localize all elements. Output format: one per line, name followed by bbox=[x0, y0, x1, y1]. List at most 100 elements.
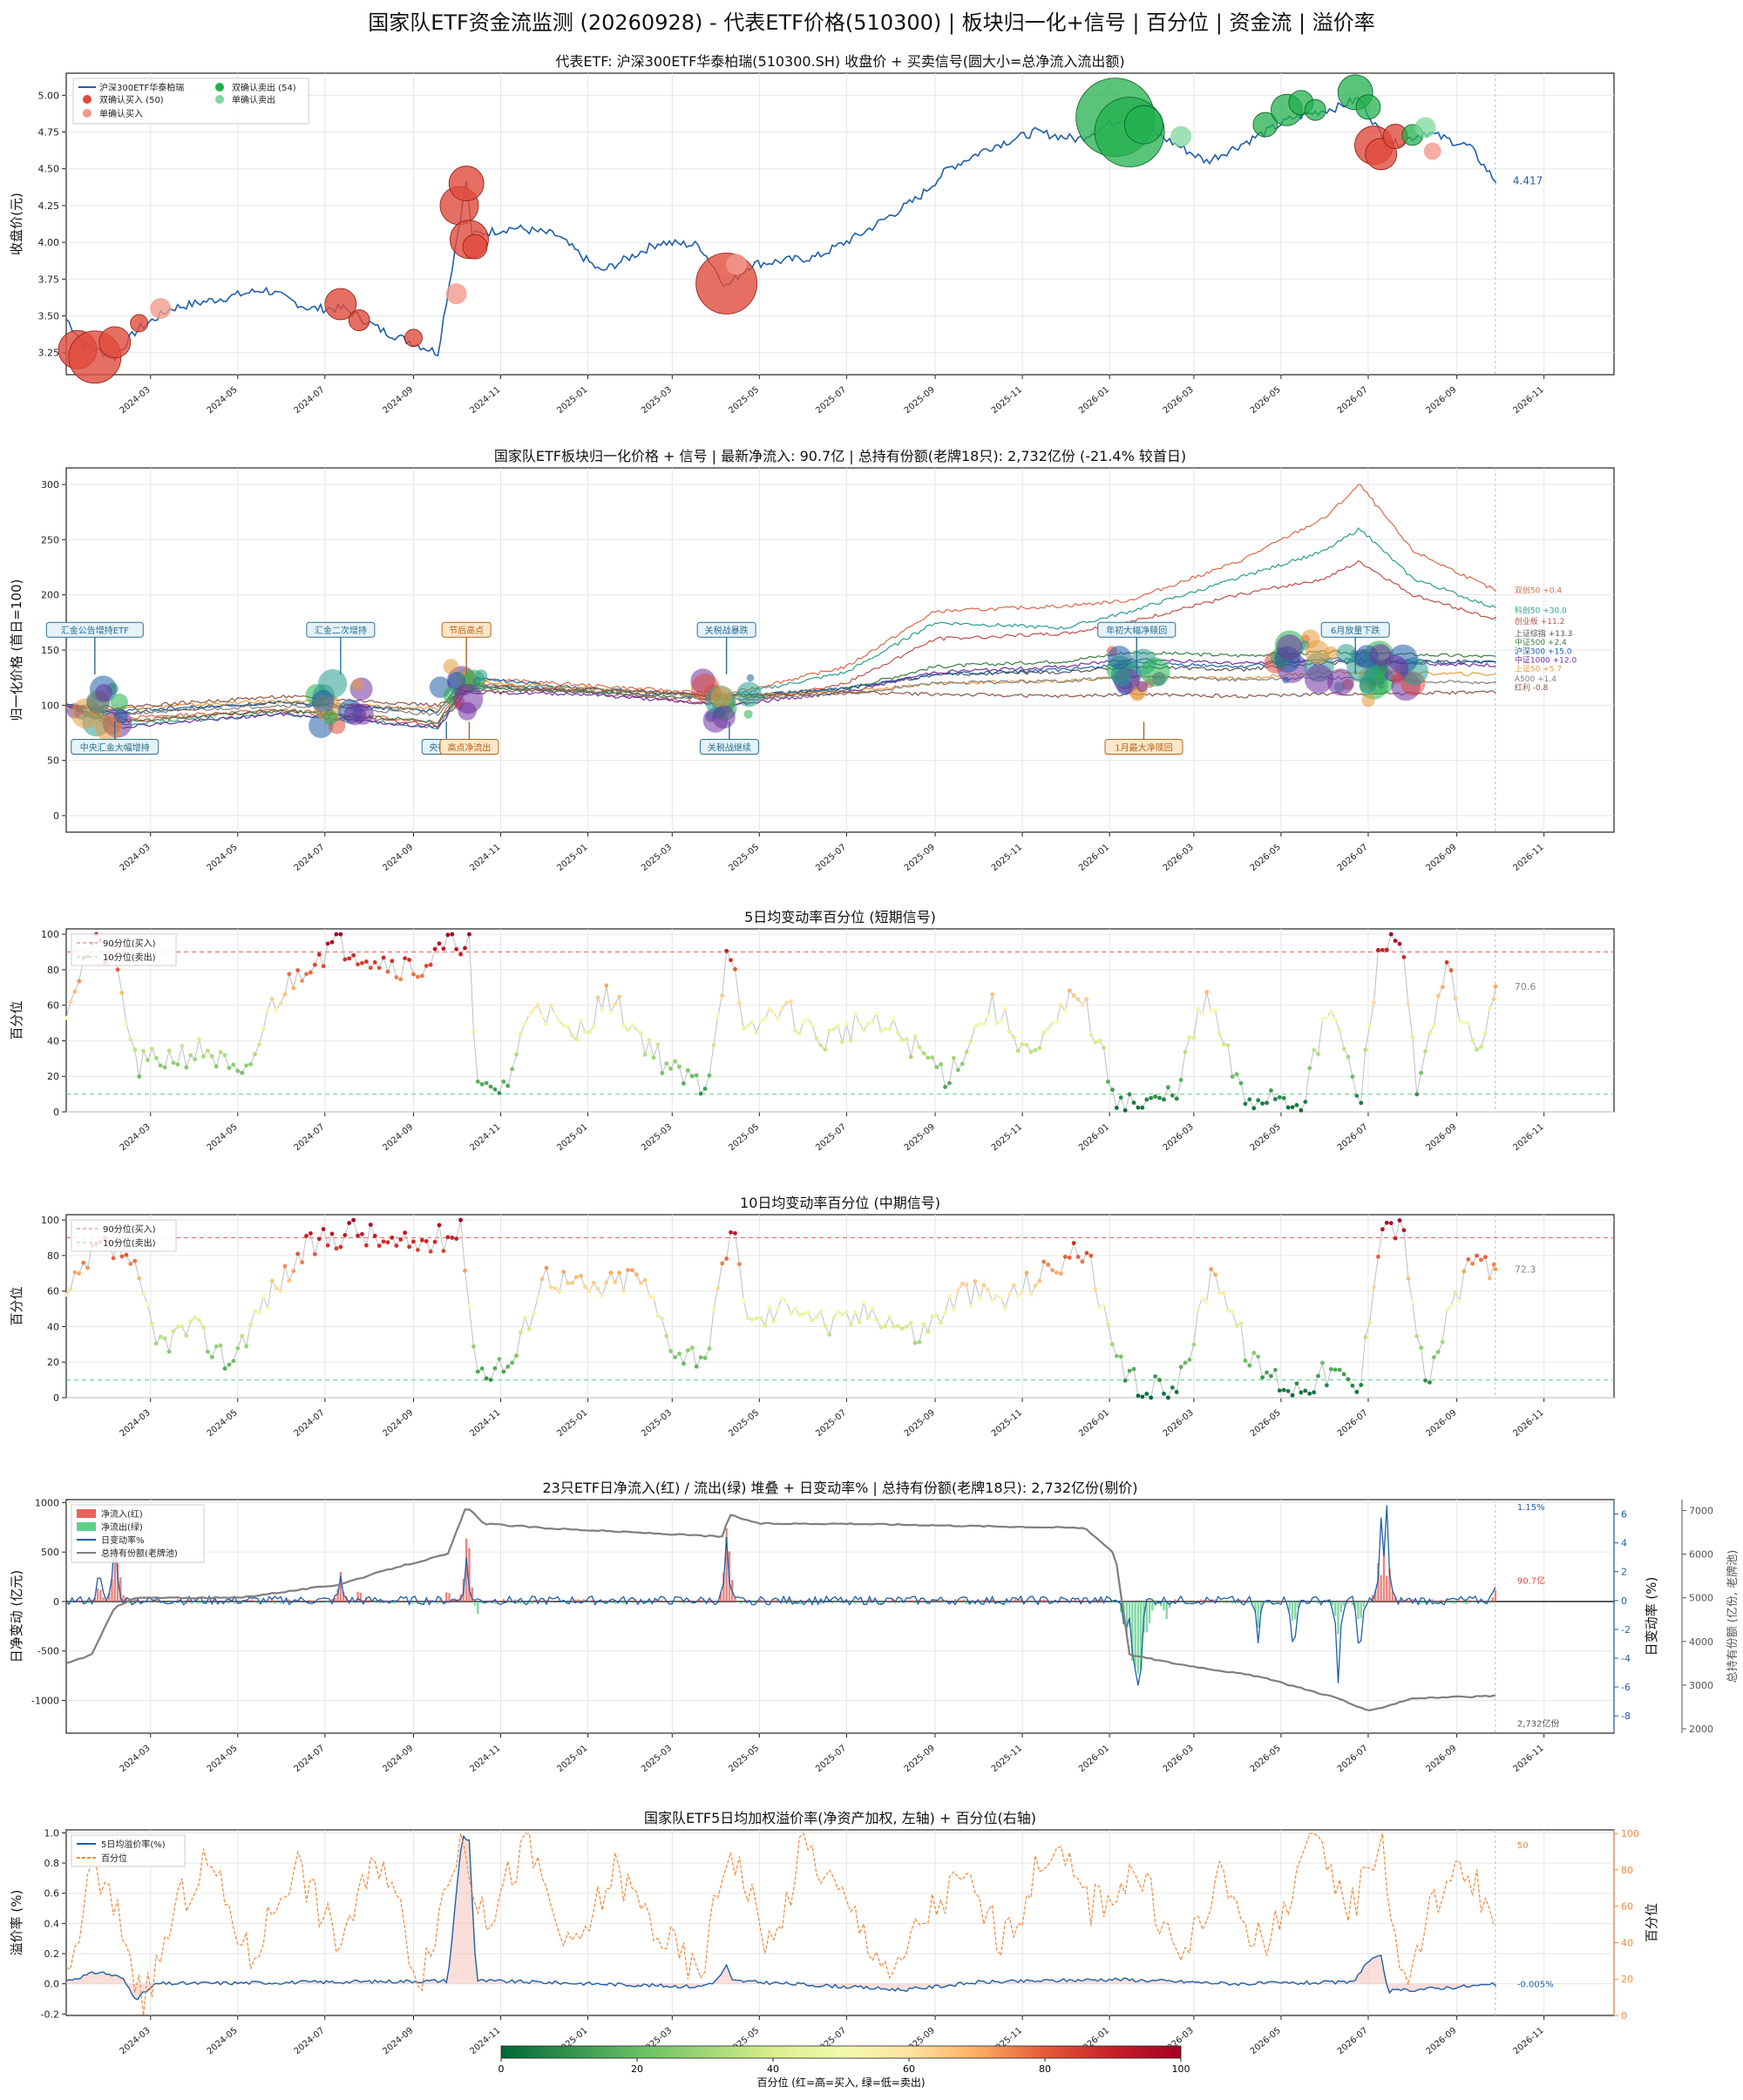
x-tick-label: 2024-11 bbox=[468, 1408, 502, 1439]
percentile-point bbox=[197, 1037, 201, 1041]
pct5-chart-plot-area bbox=[65, 928, 1615, 1113]
percentile-point bbox=[180, 1324, 185, 1329]
percentile-point bbox=[158, 1063, 163, 1068]
percentile-point bbox=[463, 945, 467, 951]
percentile-point bbox=[852, 1310, 858, 1315]
x-tick-label: 2026-07 bbox=[1336, 843, 1370, 873]
percentile-point bbox=[128, 1262, 133, 1266]
legend-entry: 90分位(买入) bbox=[103, 938, 156, 949]
x-tick-label: 2025-11 bbox=[990, 1122, 1024, 1153]
percentile-point bbox=[784, 1299, 789, 1304]
percentile-point bbox=[1487, 1276, 1492, 1281]
pct10-chart: 2024-03 2024-05 2024-07 2024-09 2024-11 2025-… bbox=[9, 1195, 1615, 1439]
percentile-point bbox=[1136, 1393, 1141, 1399]
premium-chart: 2024-03 2024-05 2024-07 2024-09 2024-11 2025-… bbox=[9, 1810, 1659, 2056]
percentile-point bbox=[363, 959, 369, 964]
x-tick-label: 2026-01 bbox=[1077, 1122, 1111, 1153]
sell-signal-double bbox=[1124, 105, 1163, 145]
percentile-point bbox=[930, 1314, 935, 1318]
percentile-point bbox=[329, 1231, 335, 1236]
y-tick-label: 80 bbox=[47, 965, 59, 976]
series-end-label: 红利 -0.8 bbox=[1515, 682, 1549, 693]
percentile-point bbox=[304, 972, 309, 977]
percentile-point bbox=[1003, 1306, 1007, 1311]
percentile-point bbox=[1165, 1395, 1170, 1400]
percentile-point bbox=[716, 1013, 721, 1018]
percentile-point bbox=[1388, 1221, 1394, 1226]
percentile-point bbox=[166, 1349, 172, 1354]
percentile-point bbox=[771, 1318, 777, 1324]
percentile-point bbox=[193, 1057, 197, 1062]
percentile-point bbox=[634, 1272, 639, 1277]
percentile-point bbox=[1483, 1255, 1488, 1260]
percentile-point bbox=[840, 1040, 844, 1045]
percentile-point bbox=[1162, 1392, 1166, 1396]
percentile-point bbox=[428, 1249, 433, 1254]
percentile-point bbox=[475, 1079, 480, 1084]
percentile-point bbox=[1440, 985, 1445, 990]
x-tick-label: 2025-05 bbox=[727, 385, 761, 416]
percentile-point bbox=[1183, 1049, 1188, 1054]
series-end-label: 上证综指 +13.3 bbox=[1515, 628, 1572, 639]
percentile-point bbox=[325, 1243, 330, 1248]
percentile-point bbox=[188, 1319, 193, 1324]
percentile-point bbox=[505, 1365, 511, 1369]
x-tick-label: 2025-09 bbox=[903, 385, 937, 416]
percentile-point bbox=[604, 983, 609, 988]
percentile-point bbox=[316, 952, 322, 957]
premium-chart-plot-area bbox=[65, 1829, 1615, 2016]
x-tick-label: 2026-07 bbox=[1336, 1744, 1370, 1774]
percentile-point bbox=[1106, 1080, 1110, 1084]
percentile-point bbox=[1187, 1358, 1192, 1362]
percentile-point bbox=[526, 1012, 532, 1017]
percentile-point bbox=[1114, 1353, 1119, 1358]
percentile-point bbox=[1213, 1272, 1217, 1277]
y2-tick-label: 100 bbox=[1621, 1828, 1639, 1839]
percentile-point bbox=[265, 1007, 270, 1013]
pct5-chart: 2024-03 2024-05 2024-07 2024-09 2024-11 2025-… bbox=[9, 909, 1615, 1153]
percentile-point bbox=[776, 1306, 781, 1311]
x-tick-label: 2025-01 bbox=[555, 1408, 589, 1439]
normalized-chart: 2024-03 2024-05 2024-07 2024-09 2024-11 2025-… bbox=[9, 448, 1615, 873]
y-tick-label: 1000 bbox=[35, 1497, 59, 1508]
percentile-point bbox=[519, 1330, 523, 1335]
percentile-point bbox=[647, 1038, 652, 1042]
percentile-point bbox=[390, 1235, 395, 1240]
percentile-point bbox=[1217, 1032, 1222, 1036]
percentile-point bbox=[763, 1016, 768, 1021]
percentile-point bbox=[407, 1244, 411, 1250]
percentile-point bbox=[1071, 1241, 1076, 1245]
percentile-point bbox=[617, 994, 622, 999]
legend-entry: 总持有份额(老牌池) bbox=[101, 1548, 178, 1559]
x-tick-label: 2026-09 bbox=[1424, 1408, 1458, 1439]
percentile-point bbox=[1131, 1101, 1136, 1105]
premium-line bbox=[65, 1834, 1496, 2001]
percentile-point bbox=[519, 1031, 523, 1036]
percentile-point bbox=[441, 1249, 446, 1254]
percentile-point bbox=[986, 1013, 991, 1019]
percentile-point bbox=[574, 1275, 579, 1280]
percentile-point bbox=[162, 1336, 167, 1341]
percentile-point bbox=[1238, 1080, 1244, 1086]
percentile-point bbox=[939, 1320, 944, 1325]
percentile-point bbox=[1312, 1047, 1317, 1053]
percentile-point bbox=[1174, 1096, 1179, 1101]
percentile-point bbox=[416, 974, 420, 979]
buy-signal-double bbox=[324, 288, 357, 321]
percentile-point bbox=[162, 1065, 167, 1070]
percentile-point bbox=[1428, 1031, 1432, 1036]
percentile-point bbox=[870, 1020, 875, 1024]
legend-entry: 沪深300ETF华泰柏瑞 bbox=[99, 82, 184, 93]
signal-dot bbox=[443, 659, 459, 674]
percentile-point bbox=[865, 1021, 871, 1026]
percentile-point bbox=[1341, 1372, 1346, 1377]
percentile-point bbox=[1341, 1047, 1346, 1051]
percentile-point bbox=[553, 1285, 558, 1290]
x-tick-label: 2026-09 bbox=[1424, 2026, 1458, 2056]
percentile-point bbox=[1097, 1305, 1102, 1311]
flow-chart: 2024-03 2024-05 2024-07 2024-09 2024-11 2025-… bbox=[9, 1480, 1740, 1774]
y2-tick-label: -4 bbox=[1621, 1653, 1631, 1664]
percentile-point bbox=[707, 1073, 712, 1078]
signal-dot bbox=[1305, 640, 1330, 665]
percentile-point bbox=[899, 1038, 905, 1043]
